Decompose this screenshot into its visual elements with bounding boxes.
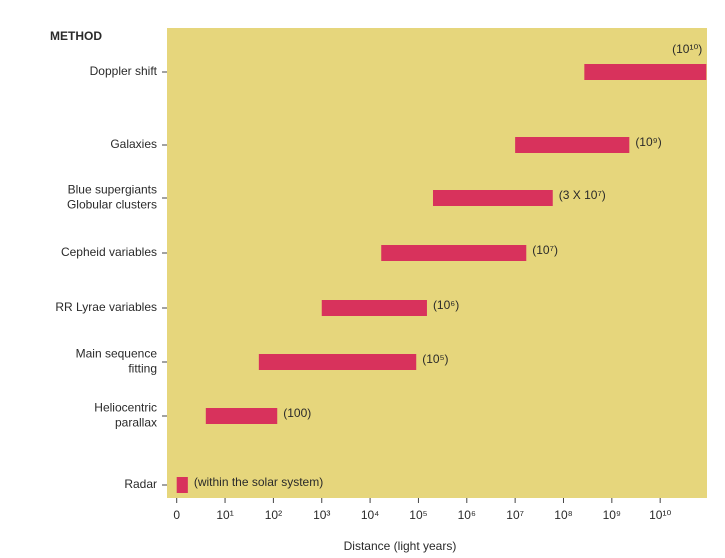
bar: [584, 64, 707, 80]
x-tick-label: 10²: [265, 508, 282, 522]
bar: [321, 300, 427, 316]
y-tick-label: Blue supergiants: [68, 183, 157, 197]
x-axis-label: Distance (light years): [344, 539, 457, 553]
bar: [176, 477, 188, 493]
x-tick-label: 10³: [313, 508, 330, 522]
y-tick-label: Radar: [124, 477, 157, 491]
bar: [258, 354, 417, 370]
y-header: METHOD: [50, 29, 102, 43]
x-tick-label: 10⁸: [554, 508, 572, 522]
x-tick-label: 0: [173, 508, 180, 522]
y-tick-label: RR Lyrae variables: [55, 300, 157, 314]
annotation: (100): [283, 406, 311, 420]
bar: [381, 245, 527, 261]
bar: [515, 137, 630, 153]
bar: [432, 190, 553, 206]
bar: [205, 408, 278, 424]
y-tick-label: Cepheid variables: [61, 245, 157, 259]
annotation: (10⁷): [532, 243, 558, 257]
y-tick-label: Globular clusters: [67, 198, 157, 212]
plot-area: [167, 28, 707, 498]
x-tick-label: 10⁶: [458, 508, 476, 522]
y-tick-label: Heliocentric: [94, 401, 157, 415]
annotation: (within the solar system): [194, 475, 323, 489]
x-tick-label: 10⁴: [361, 508, 380, 522]
y-tick-label: Doppler shift: [90, 64, 158, 78]
y-tick-label: fitting: [128, 362, 157, 376]
annotation: (10⁶): [433, 298, 459, 312]
y-tick-label: parallax: [115, 416, 157, 430]
x-tick-label: 10⁷: [506, 508, 524, 522]
y-tick-label: Main sequence: [76, 347, 158, 361]
y-tick-label: Galaxies: [110, 137, 157, 151]
annotation: (10⁵): [422, 352, 448, 366]
annotation: (10¹⁰): [672, 42, 702, 56]
annotation: (10⁹): [635, 135, 661, 149]
x-tick-label: 10¹⁰: [649, 508, 671, 522]
x-tick-label: 10⁹: [603, 508, 622, 522]
x-tick-label: 10⁵: [409, 508, 427, 522]
annotation: (3 X 10⁷): [559, 188, 606, 202]
x-tick-label: 10¹: [216, 508, 233, 522]
